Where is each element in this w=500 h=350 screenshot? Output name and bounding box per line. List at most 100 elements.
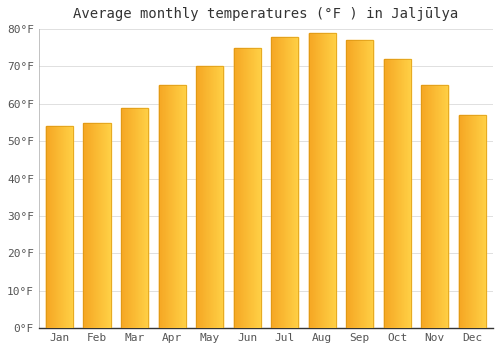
Bar [356, 40, 357, 328]
Bar [93, 122, 94, 328]
Bar [435, 85, 436, 328]
Bar [368, 40, 369, 328]
Bar [280, 36, 281, 328]
Bar [287, 36, 288, 328]
Bar [322, 33, 323, 328]
Bar [405, 59, 406, 328]
Bar [404, 59, 405, 328]
Bar [128, 107, 129, 328]
Bar [129, 107, 130, 328]
Bar [369, 40, 370, 328]
Bar [295, 36, 296, 328]
Bar [479, 115, 480, 328]
Bar [198, 66, 199, 328]
Bar [460, 115, 461, 328]
Bar [141, 107, 142, 328]
Bar [428, 85, 429, 328]
Bar [243, 48, 244, 328]
Bar [219, 66, 220, 328]
Bar [276, 36, 277, 328]
Bar [471, 115, 472, 328]
Bar [92, 122, 93, 328]
Bar [176, 85, 177, 328]
Bar [220, 66, 221, 328]
Bar [146, 107, 147, 328]
Bar [163, 85, 164, 328]
Bar [57, 126, 58, 328]
Bar [172, 85, 173, 328]
Bar [370, 40, 371, 328]
Title: Average monthly temperatures (°F ) in Jaljūlya: Average monthly temperatures (°F ) in Ja… [74, 7, 458, 21]
Bar [285, 36, 286, 328]
Bar [480, 115, 481, 328]
Bar [274, 36, 275, 328]
Bar [257, 48, 258, 328]
Bar [422, 85, 448, 328]
Bar [211, 66, 212, 328]
Bar [401, 59, 402, 328]
Bar [169, 85, 170, 328]
Bar [241, 48, 242, 328]
Bar [442, 85, 443, 328]
Bar [121, 107, 148, 328]
Bar [143, 107, 144, 328]
Bar [109, 122, 110, 328]
Bar [134, 107, 135, 328]
Bar [60, 126, 61, 328]
Bar [385, 59, 386, 328]
Bar [54, 126, 55, 328]
Bar [131, 107, 132, 328]
Bar [99, 122, 100, 328]
Bar [396, 59, 397, 328]
Bar [373, 40, 374, 328]
Bar [196, 66, 197, 328]
Bar [183, 85, 184, 328]
Bar [70, 126, 71, 328]
Bar [168, 85, 169, 328]
Bar [167, 85, 168, 328]
Bar [436, 85, 437, 328]
Bar [425, 85, 426, 328]
Bar [171, 85, 172, 328]
Bar [282, 36, 283, 328]
Bar [185, 85, 186, 328]
Bar [196, 66, 223, 328]
Bar [328, 33, 330, 328]
Bar [319, 33, 320, 328]
Bar [474, 115, 475, 328]
Bar [50, 126, 51, 328]
Bar [294, 36, 295, 328]
Bar [320, 33, 321, 328]
Bar [254, 48, 256, 328]
Bar [88, 122, 89, 328]
Bar [359, 40, 360, 328]
Bar [127, 107, 128, 328]
Bar [174, 85, 175, 328]
Bar [61, 126, 62, 328]
Bar [288, 36, 289, 328]
Bar [400, 59, 401, 328]
Bar [317, 33, 318, 328]
Bar [284, 36, 285, 328]
Bar [234, 48, 260, 328]
Bar [158, 85, 186, 328]
Bar [218, 66, 219, 328]
Bar [64, 126, 65, 328]
Bar [105, 122, 106, 328]
Bar [384, 59, 411, 328]
Bar [239, 48, 240, 328]
Bar [208, 66, 209, 328]
Bar [122, 107, 123, 328]
Bar [159, 85, 160, 328]
Bar [407, 59, 408, 328]
Bar [126, 107, 127, 328]
Bar [286, 36, 287, 328]
Bar [326, 33, 327, 328]
Bar [426, 85, 427, 328]
Bar [398, 59, 399, 328]
Bar [248, 48, 249, 328]
Bar [173, 85, 174, 328]
Bar [273, 36, 274, 328]
Bar [68, 126, 69, 328]
Bar [364, 40, 365, 328]
